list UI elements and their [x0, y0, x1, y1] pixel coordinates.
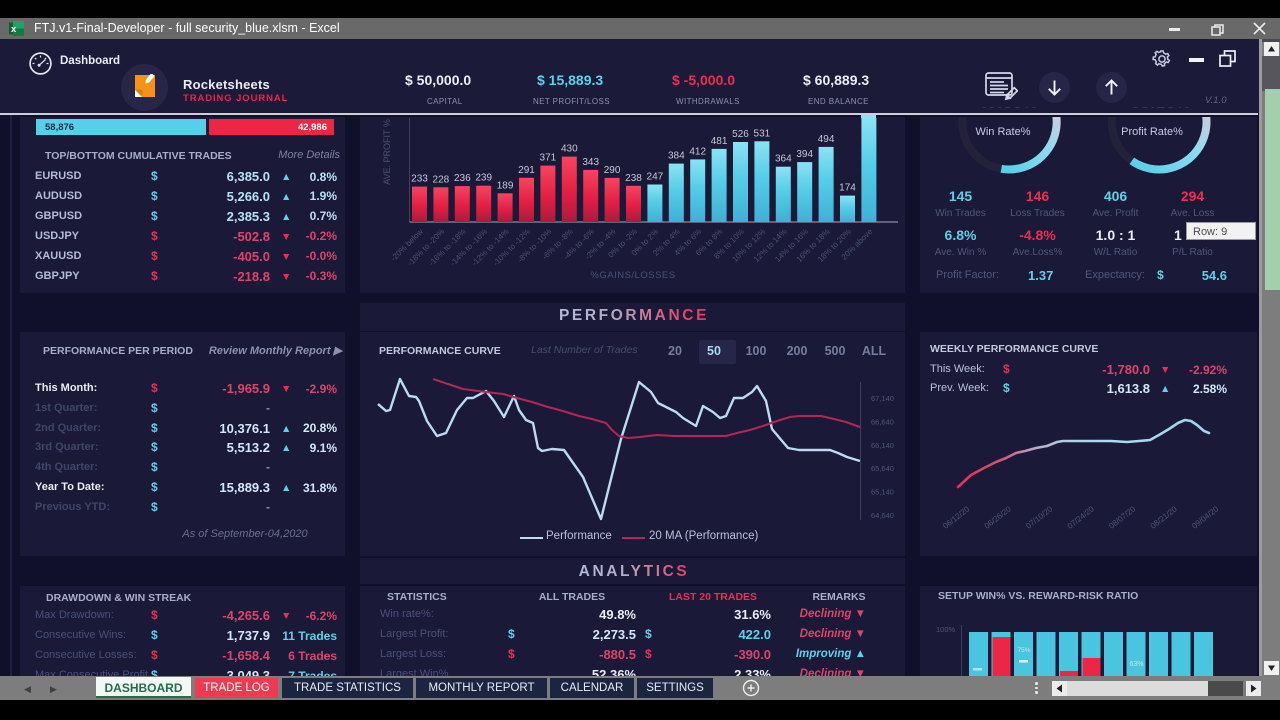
svg-text:08/07/20: 08/07/20	[1107, 504, 1138, 531]
svg-text:239: 239	[475, 173, 492, 184]
svg-text:x: x	[11, 24, 17, 35]
svg-text:247: 247	[647, 172, 664, 183]
svg-text:66,140: 66,140	[871, 441, 894, 450]
svg-text:66,640: 66,640	[871, 417, 894, 426]
svg-text:63%: 63%	[1129, 661, 1143, 668]
svg-text:06/26/20: 06/26/20	[983, 504, 1014, 531]
svg-text:64,640: 64,640	[871, 511, 894, 520]
svg-text:67,140: 67,140	[871, 394, 894, 403]
svg-text:189: 189	[497, 180, 514, 191]
svg-text:238: 238	[625, 173, 642, 184]
svg-text:174: 174	[839, 183, 856, 194]
svg-text:233: 233	[411, 174, 428, 185]
svg-text:06/12/20: 06/12/20	[941, 504, 972, 531]
svg-text:343: 343	[582, 157, 599, 168]
svg-text:371: 371	[540, 153, 557, 164]
svg-text:236: 236	[454, 173, 471, 184]
svg-text:09/04/20: 09/04/20	[1190, 504, 1221, 531]
svg-text:394: 394	[796, 149, 813, 160]
svg-text:291: 291	[518, 165, 535, 176]
svg-text:290: 290	[604, 165, 621, 176]
svg-text:531: 531	[754, 128, 771, 139]
svg-text:526: 526	[732, 129, 749, 140]
svg-text:384: 384	[668, 151, 685, 162]
svg-text:364: 364	[775, 154, 792, 165]
svg-text:412: 412	[689, 146, 706, 157]
svg-text:65,140: 65,140	[871, 488, 894, 497]
svg-text:08/21/20: 08/21/20	[1149, 504, 1180, 531]
svg-text:AVE. PROFIT %: AVE. PROFIT %	[382, 119, 392, 185]
svg-text:481: 481	[711, 136, 728, 147]
svg-text:228: 228	[433, 174, 450, 185]
svg-text:07/24/20: 07/24/20	[1066, 504, 1097, 531]
svg-text:65,640: 65,640	[871, 464, 894, 473]
svg-text:75%: 75%	[1017, 647, 1030, 654]
svg-text:07/10/20: 07/10/20	[1024, 504, 1055, 531]
svg-text:430: 430	[561, 144, 578, 155]
svg-text:494: 494	[818, 134, 835, 145]
svg-text:%GAINS/LOSSES: %GAINS/LOSSES	[590, 270, 675, 281]
